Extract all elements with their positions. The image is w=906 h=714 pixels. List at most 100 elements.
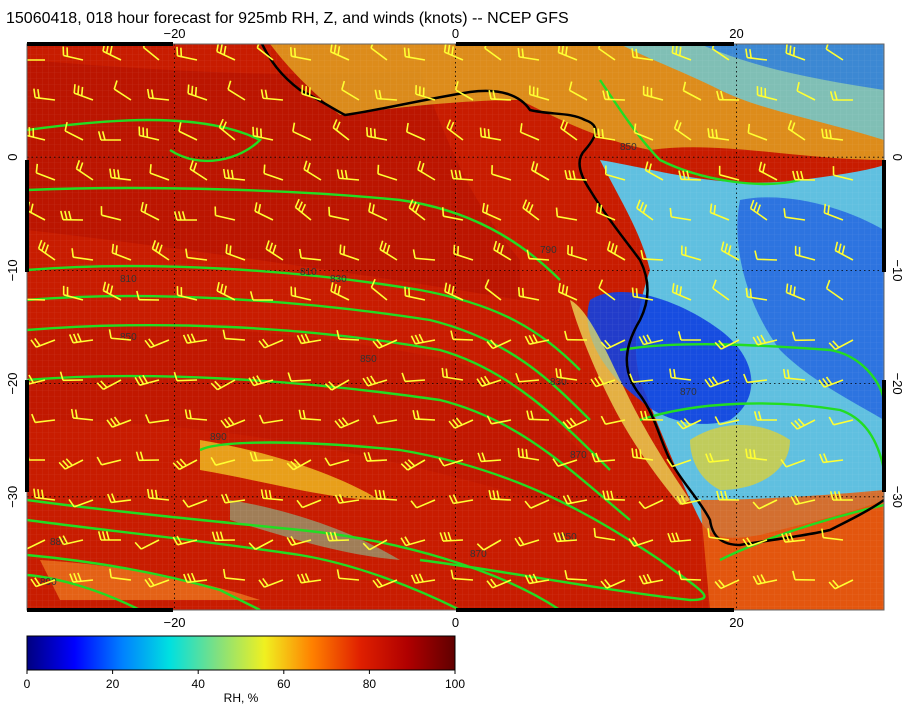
wind-barb-175 (828, 339, 854, 351)
wind-barb-306 (792, 570, 816, 581)
wind-barb-103 (595, 203, 616, 221)
axis-tick-labels: −20 −20 0 0 20 20 0 0 −10 −10 −20 −20 −30 −30 (5, 26, 905, 630)
wind-barb-190 (555, 368, 578, 381)
wind-barb-151 (745, 287, 768, 301)
wind-barb-272 (325, 531, 350, 542)
wind-barb-142 (404, 286, 426, 301)
contour-label-9: 880 (50, 537, 67, 548)
wind-barb-59 (593, 127, 616, 141)
wind-barb-41 (756, 86, 778, 101)
contour-label-13: 830 (550, 377, 567, 388)
wind-barb-185 (362, 375, 388, 387)
wind-barb-299 (524, 573, 550, 585)
wind-barb-243 (68, 499, 94, 508)
wind-barb-214 (640, 410, 664, 421)
wind-barb-181 (210, 379, 236, 391)
colorbar-label: RH, % (224, 691, 259, 705)
wind-barb-225 (210, 456, 236, 466)
wind-barb-163 (372, 339, 398, 349)
wind-barb-292 (258, 577, 284, 588)
colorbar (26, 635, 456, 671)
wind-barb-247 (220, 493, 246, 504)
lon-label-top-0: −20 (163, 26, 185, 41)
graticule (27, 44, 884, 610)
wind-barb-212 (562, 417, 588, 430)
wind-barb-186 (401, 372, 426, 383)
colorbar-tick-label-4: 80 (363, 677, 377, 691)
wind-barb-140 (330, 282, 350, 301)
wind-barb-79 (530, 161, 550, 181)
wind-barb-87 (832, 166, 854, 181)
wind-barb-56 (479, 127, 502, 141)
wind-barb-137 (216, 281, 236, 301)
wind-barb-9 (370, 44, 388, 61)
wind-barb-254 (488, 489, 512, 501)
wind-barb-32 (415, 85, 436, 101)
wind-barb-289 (144, 577, 170, 588)
wind-barb-187 (441, 367, 464, 381)
wind-barb-242 (33, 488, 56, 501)
wind-barb-111 (71, 248, 94, 261)
wind-barb-197 (818, 376, 844, 388)
wind-barb-81 (604, 165, 626, 181)
wind-barb-101 (522, 199, 540, 221)
wind-barb-91 (140, 201, 160, 221)
height-contours: 8108108308508508708908508708808907908708… (27, 79, 884, 610)
contour-label-3: 850 (120, 332, 137, 343)
wind-barb-130 (794, 245, 816, 261)
wind-barb-64 (787, 120, 806, 141)
wind-barb-145 (517, 287, 540, 301)
wind-barb-29 (301, 84, 322, 101)
wind-barb-34 (488, 89, 512, 101)
contour-label-1: 810 (120, 274, 137, 285)
wind-barb-219 (828, 416, 854, 426)
wind-barb-49 (218, 118, 236, 141)
contour-label-6: 890 (210, 432, 227, 443)
contour-label-4: 850 (360, 354, 377, 365)
wind-barb-68 (109, 168, 132, 181)
wind-barb-278 (553, 532, 578, 543)
wind-barb-194 (704, 376, 730, 388)
wind-barb-274 (400, 536, 426, 547)
wind-barb-258 (638, 499, 664, 510)
wind-barb-259 (676, 494, 702, 505)
wind-barb-164 (410, 333, 436, 345)
colorbar-tick-label-1: 20 (106, 677, 120, 691)
wind-barb-252 (410, 499, 436, 509)
wind-barb-136 (176, 286, 198, 301)
wind-barb-38 (642, 85, 664, 101)
contour-line-14 (599, 79, 801, 186)
wind-barb-303 (678, 570, 702, 581)
wind-barb-126 (640, 249, 664, 261)
wind-barb-178 (96, 379, 122, 391)
wind-barb-239 (745, 448, 768, 461)
colorbar-tick-label-0: 0 (24, 677, 31, 691)
wind-barb-199 (70, 408, 94, 421)
wind-barb-36 (568, 81, 588, 101)
wind-barb-266 (97, 531, 121, 541)
wind-barb-203 (220, 416, 246, 429)
wind-barb-261 (752, 499, 778, 510)
wind-barb-106 (709, 203, 730, 221)
contour-line-13 (719, 503, 884, 562)
lat-label-right-3: −30 (890, 486, 905, 508)
wind-barb-228 (324, 457, 350, 467)
contour-line-7 (27, 498, 561, 610)
wind-barb-260 (716, 490, 740, 501)
lon-label-top-2: 20 (729, 26, 743, 41)
contour-label-14: 850 (620, 142, 637, 153)
border-seg-top-1 (27, 42, 173, 46)
wind-barb-119 (379, 240, 398, 261)
wind-barb-192 (629, 373, 654, 383)
wind-barb-304 (714, 579, 740, 590)
wind-barb-105 (669, 207, 692, 221)
wind-barb-280 (628, 536, 654, 547)
wind-barb-42 (796, 81, 816, 101)
wind-barb-33 (454, 81, 474, 101)
wind-barb-110 (37, 239, 56, 261)
wind-barb-150 (712, 279, 730, 301)
lon-label-bottom-1: 0 (452, 615, 459, 630)
wind-barb-70 (189, 160, 208, 181)
wind-barb-24 (113, 80, 132, 101)
wind-barb-291 (222, 568, 246, 581)
